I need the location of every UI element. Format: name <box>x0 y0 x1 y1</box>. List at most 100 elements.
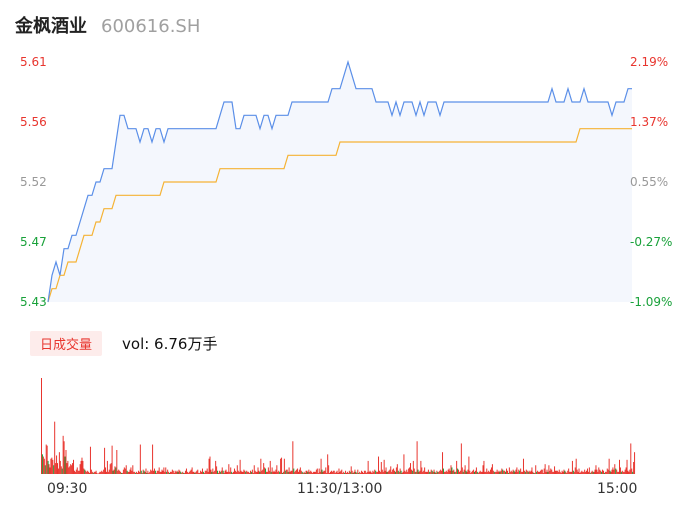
volume-bar <box>126 470 128 474</box>
volume-bar <box>222 470 224 474</box>
volume-bar <box>306 470 308 474</box>
volume-bar <box>434 471 436 474</box>
volume-bar <box>48 464 50 474</box>
volume-bar <box>371 472 373 474</box>
volume-bar <box>44 465 46 474</box>
volume-bar <box>57 463 58 474</box>
volume-bar <box>407 471 409 474</box>
volume-bar <box>490 469 492 474</box>
volume-bar <box>285 469 287 474</box>
volume-bar <box>290 470 292 474</box>
volume-bar <box>337 472 339 474</box>
volume-bar <box>295 470 297 474</box>
volume-bar <box>568 468 570 474</box>
volume-bar <box>281 457 283 474</box>
volume-bar <box>368 471 370 474</box>
daily-volume-tab[interactable]: 日成交量 <box>30 330 103 356</box>
volume-bar <box>461 467 463 474</box>
volume-bar <box>72 463 74 474</box>
volume-bar <box>547 471 549 474</box>
volume-bar <box>554 466 556 474</box>
volume-bar <box>89 446 91 474</box>
volume-bar <box>425 471 427 474</box>
volume-bar <box>254 470 256 474</box>
volume-bar <box>169 471 171 474</box>
volume-bar <box>90 469 92 474</box>
volume-bar <box>365 472 367 474</box>
volume-bar <box>593 471 595 474</box>
volume-bar <box>484 471 486 474</box>
volume-bar <box>99 471 101 474</box>
volume-bar <box>475 467 477 474</box>
volume-bar <box>268 470 270 474</box>
volume-bar <box>357 469 359 474</box>
volume-bar <box>631 468 633 474</box>
volume-bar <box>596 469 598 474</box>
volume-bar <box>506 468 508 474</box>
average-price-line <box>47 128 632 303</box>
volume-bar <box>609 470 611 474</box>
volume-bar <box>69 466 71 474</box>
volume-bar <box>219 471 221 474</box>
volume-bar <box>403 454 405 474</box>
volume-bar <box>323 470 325 474</box>
volume-bar <box>70 464 72 474</box>
volume-bar <box>243 469 245 474</box>
volume-bar <box>449 470 451 474</box>
volume-bar <box>556 470 558 474</box>
volume-bar <box>54 421 56 474</box>
volume-bar <box>333 470 335 474</box>
volume-bar <box>534 472 536 474</box>
y-left-tick: 5.52 <box>20 175 47 189</box>
volume-bar <box>280 458 282 474</box>
volume-bar <box>469 470 471 474</box>
volume-bar <box>203 472 205 474</box>
volume-bar <box>482 465 484 474</box>
volume-bar <box>65 450 67 474</box>
volume-bar <box>192 471 194 474</box>
volume-bar <box>489 471 491 474</box>
volume-bar <box>182 471 184 474</box>
volume-bar <box>224 470 226 474</box>
volume-bar <box>362 472 364 474</box>
volume-bar <box>503 470 505 474</box>
volume-bar <box>363 470 365 474</box>
volume-bar <box>83 468 85 474</box>
volume-bar <box>176 470 178 474</box>
volume-bar <box>377 471 379 474</box>
volume-bar <box>590 471 592 474</box>
volume-bar <box>342 472 344 474</box>
volume-bar <box>398 471 400 474</box>
volume-bar <box>139 444 141 474</box>
volume-bar <box>549 470 551 474</box>
volume-bar <box>606 468 608 474</box>
volume-bar <box>544 464 546 474</box>
volume-bar <box>146 472 148 474</box>
volume-bar <box>207 471 209 474</box>
volume-bar <box>209 456 211 474</box>
volume-bar <box>317 472 319 474</box>
volume-bar <box>161 469 163 474</box>
volume-bar <box>339 471 341 474</box>
volume-bar <box>314 471 315 474</box>
volume-bar <box>591 470 593 474</box>
volume-bar <box>427 469 429 474</box>
volume-bar <box>464 465 466 474</box>
volume-bar <box>529 471 531 474</box>
volume-bar <box>121 472 123 474</box>
volume-bar <box>486 468 488 474</box>
volume-bar <box>370 471 372 474</box>
volume-bar <box>201 471 203 474</box>
volume-bar <box>245 471 247 474</box>
volume-bar <box>598 467 600 474</box>
volume-bar <box>272 471 274 474</box>
volume-bar <box>325 467 327 474</box>
volume-bar <box>511 471 513 474</box>
price-area-fill <box>48 62 632 302</box>
volume-bar <box>202 471 204 474</box>
volume-bar <box>335 471 337 474</box>
volume-bar <box>552 471 554 474</box>
volume-bar <box>540 469 542 474</box>
volume-bar <box>604 471 606 474</box>
volume-bar <box>45 444 47 474</box>
